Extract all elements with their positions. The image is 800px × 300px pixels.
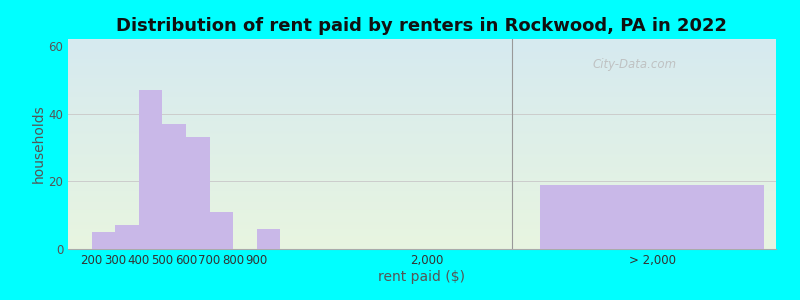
- Title: Distribution of rent paid by renters in Rockwood, PA in 2022: Distribution of rent paid by renters in …: [117, 17, 727, 35]
- Bar: [162, 124, 186, 249]
- Text: City-Data.com: City-Data.com: [592, 58, 677, 71]
- X-axis label: rent paid ($): rent paid ($): [378, 270, 466, 283]
- Bar: [186, 137, 210, 249]
- Bar: [115, 225, 139, 249]
- Bar: [139, 90, 162, 249]
- Bar: [91, 232, 115, 249]
- Bar: [210, 212, 234, 249]
- Bar: [257, 229, 280, 249]
- Bar: [540, 184, 764, 249]
- Y-axis label: households: households: [31, 105, 46, 183]
